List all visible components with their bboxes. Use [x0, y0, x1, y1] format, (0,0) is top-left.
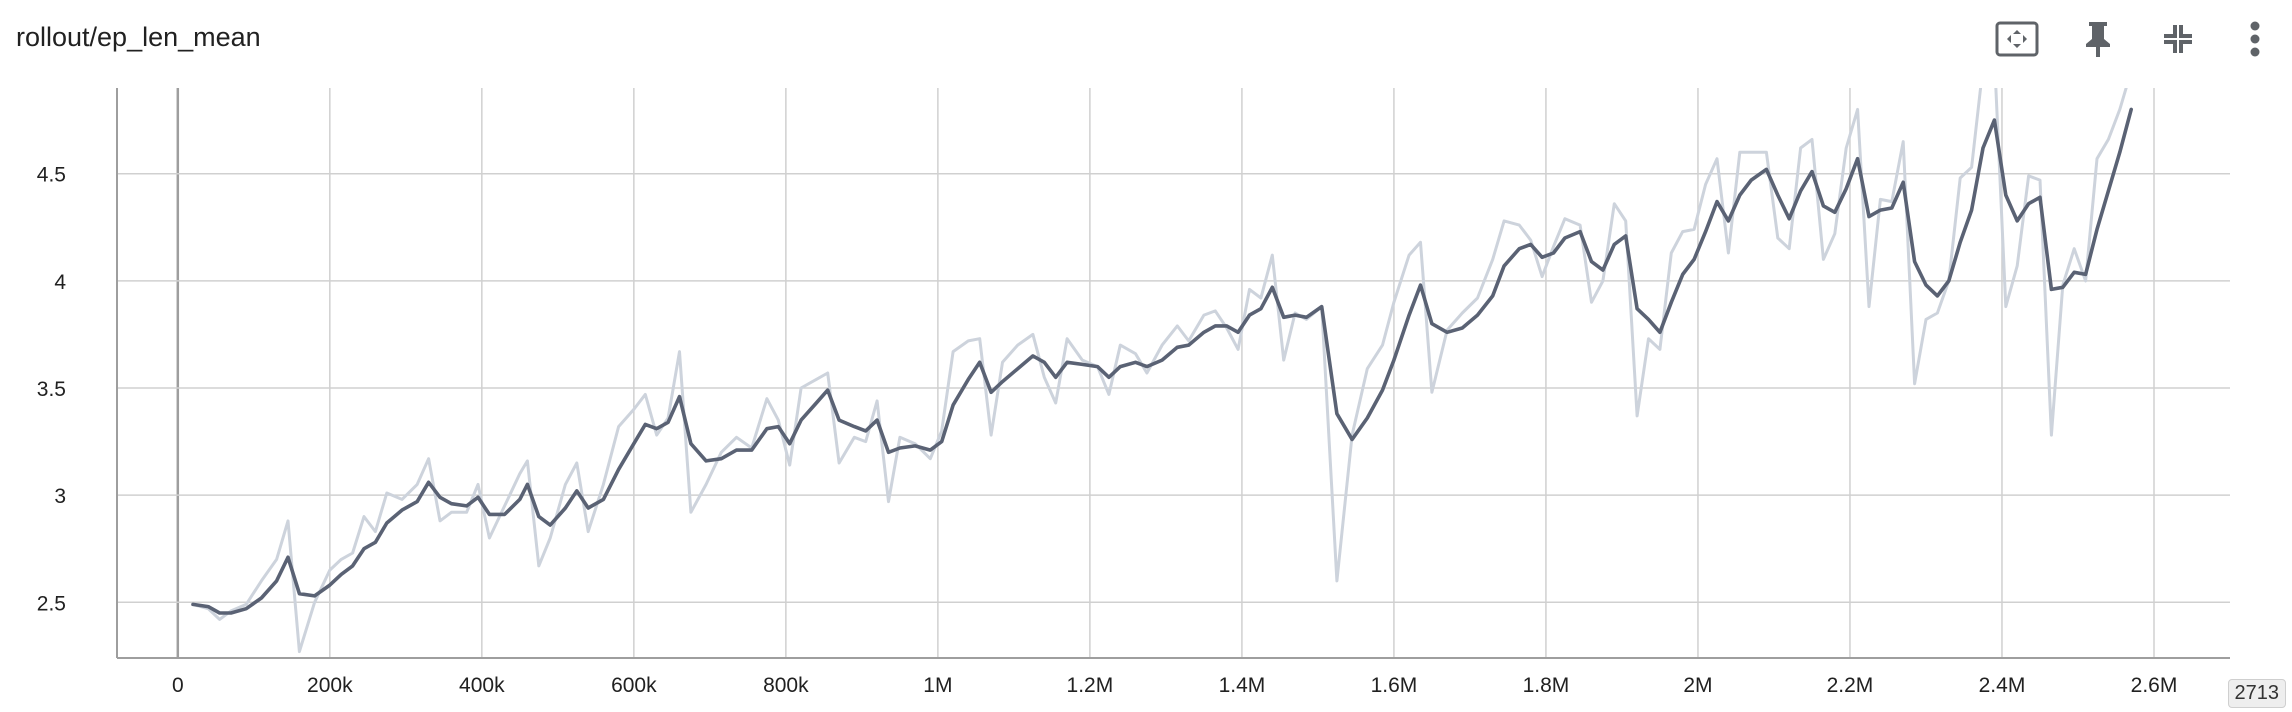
x-tick-label: 2.2M	[1827, 674, 1874, 697]
fit-domain-icon	[1995, 19, 2039, 64]
step-badge: 2713	[2227, 679, 2286, 708]
x-tick-label: 600k	[611, 674, 657, 697]
more-options-button[interactable]	[2230, 16, 2280, 66]
y-tick-label: 4.5	[37, 164, 66, 187]
axes	[116, 88, 2230, 659]
x-tick-label: 400k	[459, 674, 505, 697]
series-line-raw	[191, 88, 2128, 654]
y-tick-label: 3	[54, 485, 66, 508]
y-tick-label: 2.5	[37, 592, 66, 615]
x-tick-label: 1.4M	[1219, 674, 1266, 697]
x-axis-ticks: 0 200k 400k 600k 800k 1M 1.2M 1.4M 1.6M 1.8M 2M 2.2…	[172, 674, 2177, 697]
series-line-smoothed	[191, 107, 2133, 615]
x-tick-label: 1.6M	[1371, 674, 1418, 697]
y-tick-label: 3.5	[37, 378, 66, 401]
x-tick-label: 1M	[923, 674, 952, 697]
pin-button[interactable]	[2073, 16, 2123, 66]
x-tick-label: 200k	[307, 674, 353, 697]
x-tick-label: 2M	[1683, 674, 1712, 697]
series-lines	[191, 88, 2133, 654]
x-tick-label: 1.8M	[1523, 674, 1570, 697]
y-tick-label: 4	[54, 271, 66, 294]
chart-title: rollout/ep_len_mean	[16, 22, 261, 52]
x-tick-label: 2.4M	[1979, 674, 2026, 697]
x-tick-label: 0	[172, 674, 184, 697]
more-vert-icon	[2248, 19, 2262, 64]
pin-icon	[2082, 19, 2114, 64]
x-tick-label: 2.6M	[2131, 674, 2178, 697]
y-axis-ticks: 2.5 3 3.5 4 4.5	[37, 164, 67, 616]
card-toolbar	[1992, 16, 2292, 66]
x-tick-label: 800k	[763, 674, 809, 697]
x-tick-label: 1.2M	[1067, 674, 1114, 697]
fit-domain-button[interactable]	[1992, 16, 2042, 66]
